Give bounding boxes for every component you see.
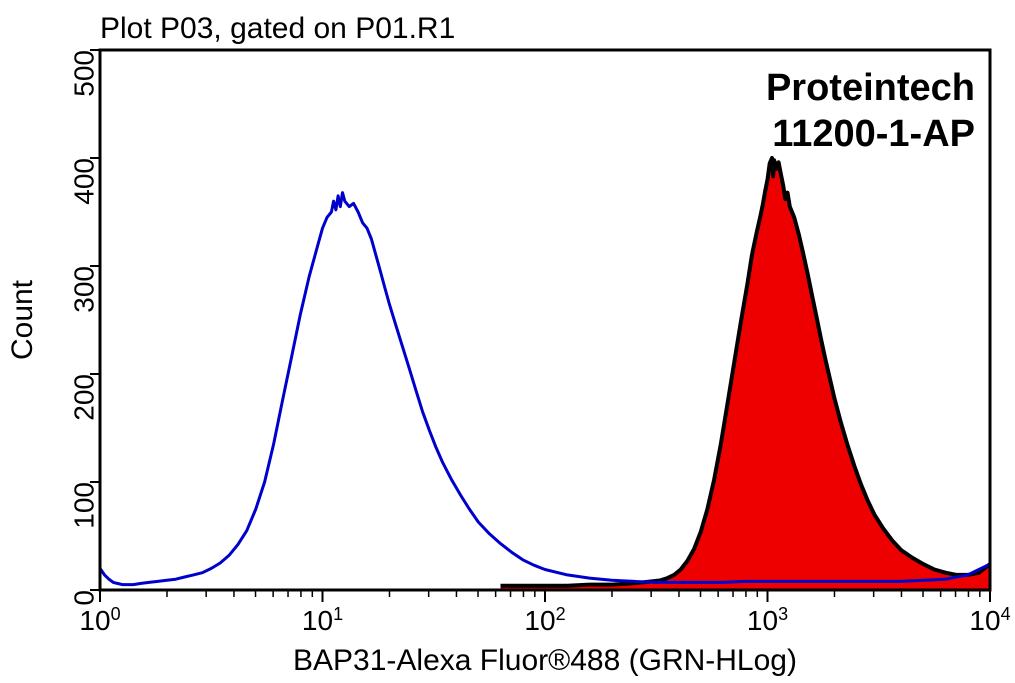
ytick-label: 300	[68, 266, 99, 313]
chart-svg: 0100200300400500Count100101102103104BAP3…	[0, 0, 1015, 683]
xtick-label: 102	[524, 604, 565, 636]
xtick-label: 101	[302, 604, 343, 636]
flow-cytometry-chart: 0100200300400500Count100101102103104BAP3…	[0, 0, 1015, 683]
chart-title: Plot P03, gated on P01.R1	[100, 12, 455, 45]
ytick-label: 200	[68, 374, 99, 421]
x-axis-label: BAP31-Alexa Fluor®488 (GRN-HLog)	[293, 644, 797, 677]
ytick-label: 400	[68, 158, 99, 205]
y-axis-label: Count	[6, 279, 39, 360]
xtick-label: 100	[79, 604, 120, 636]
annotation-catalog: 11200-1-AP	[772, 113, 975, 155]
xtick-label: 104	[969, 604, 1010, 636]
ytick-label: 500	[68, 50, 99, 97]
ytick-label: 0	[68, 590, 99, 606]
xtick-label: 103	[747, 604, 788, 636]
annotation-brand: Proteintech	[766, 67, 975, 109]
ytick-label: 100	[68, 482, 99, 529]
